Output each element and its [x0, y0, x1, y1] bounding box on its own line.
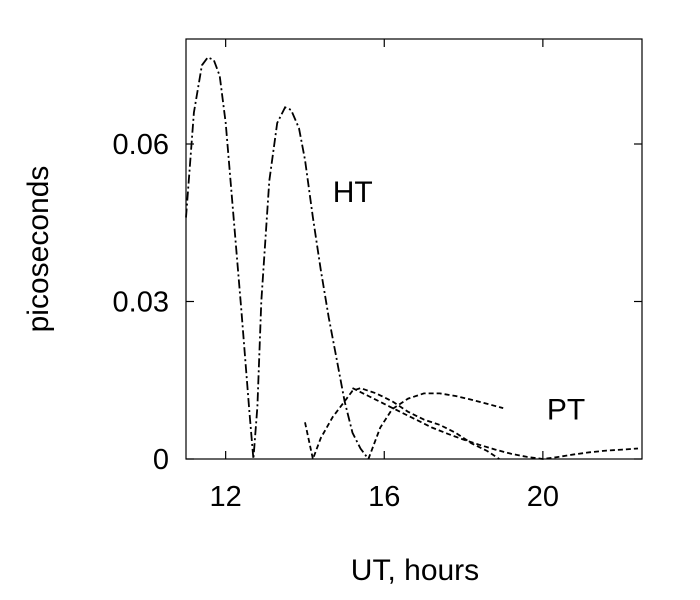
x-tick-label: 12 [210, 481, 242, 513]
x-tick-label: 20 [527, 481, 559, 513]
y-axis-label: picoseconds [22, 166, 55, 333]
y-tick-label: 0 [153, 444, 169, 476]
plot-frame [185, 38, 643, 460]
ticks [186, 39, 642, 460]
y-tick-label: 0.06 [113, 129, 169, 161]
annotation-pt: PT [547, 394, 585, 427]
x-axis-label: UT, hours [351, 554, 479, 587]
series-line-1 [304, 387, 500, 463]
series-line-2 [367, 392, 504, 460]
series-line-3 [352, 387, 639, 460]
tick-labels: 12 16 20 0 0.03 0.06 [113, 129, 559, 513]
annotations: HT PT [333, 176, 585, 427]
series-group [185, 56, 639, 463]
x-tick-label: 16 [368, 481, 400, 513]
y-tick-label: 0.03 [113, 287, 169, 319]
series-line-0 [185, 56, 370, 460]
annotation-ht: HT [333, 176, 373, 209]
